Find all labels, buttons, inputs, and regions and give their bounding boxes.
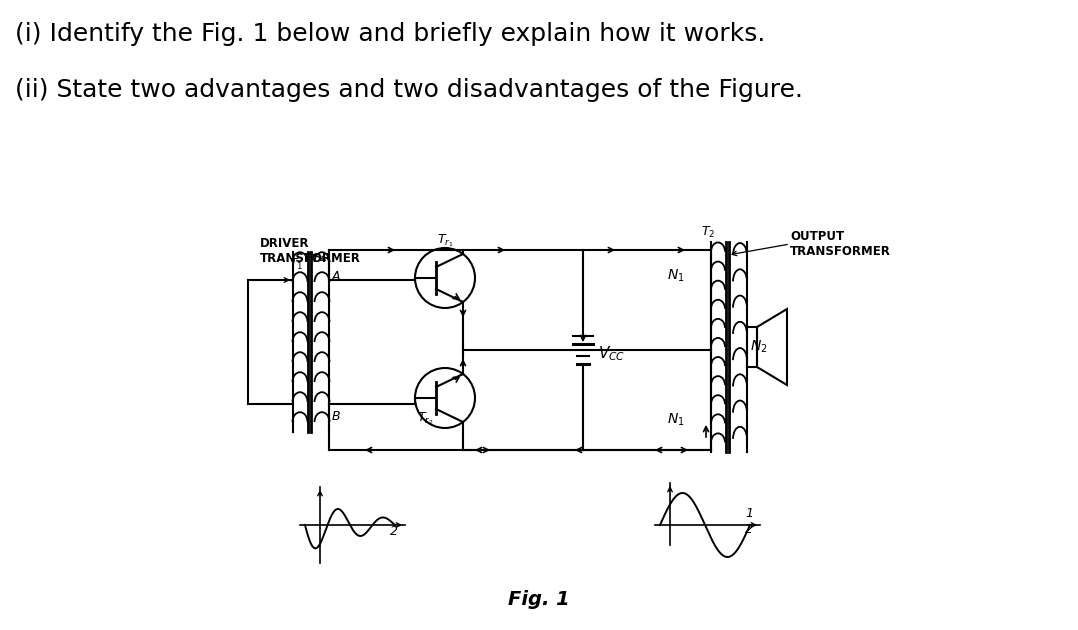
Text: 1: 1 bbox=[745, 507, 754, 520]
Text: $T_{r_1}$: $T_{r_1}$ bbox=[437, 232, 454, 249]
Text: $T_1$: $T_1$ bbox=[289, 257, 303, 272]
Text: $N_1$: $N_1$ bbox=[667, 268, 685, 284]
Text: DRIVER
TRANSFORMER: DRIVER TRANSFORMER bbox=[260, 237, 361, 265]
Text: 2: 2 bbox=[745, 523, 754, 536]
Text: Fig. 1: Fig. 1 bbox=[508, 590, 570, 609]
Text: $T_{r_2}$: $T_{r_2}$ bbox=[417, 410, 433, 427]
Text: OUTPUT
TRANSFORMER: OUTPUT TRANSFORMER bbox=[790, 230, 890, 258]
Text: $T_2$: $T_2$ bbox=[701, 225, 715, 240]
Text: A: A bbox=[332, 270, 341, 283]
Text: $V_{CC}$: $V_{CC}$ bbox=[598, 345, 625, 364]
Text: 2: 2 bbox=[390, 525, 398, 538]
Text: (ii) State two advantages and two disadvantages of the Figure.: (ii) State two advantages and two disadv… bbox=[15, 78, 803, 102]
Text: $N_2$: $N_2$ bbox=[750, 339, 768, 355]
Text: $N_1$: $N_1$ bbox=[667, 412, 685, 428]
Text: B: B bbox=[332, 410, 341, 423]
Text: (i) Identify the Fig. 1 below and briefly explain how it works.: (i) Identify the Fig. 1 below and briefl… bbox=[15, 22, 765, 46]
